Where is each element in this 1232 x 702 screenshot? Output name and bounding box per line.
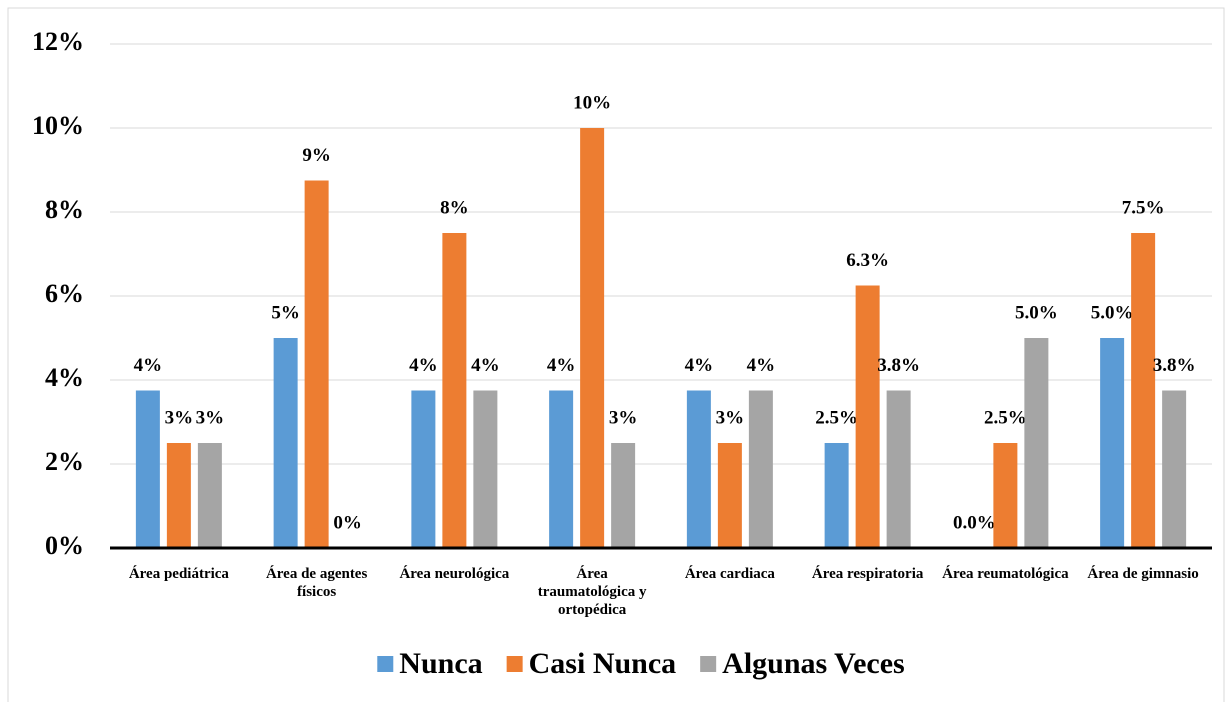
bar <box>748 390 773 548</box>
legend-swatch <box>377 656 394 672</box>
value-label: 7.5% <box>1122 197 1165 218</box>
legend-swatch <box>700 656 717 672</box>
bar <box>442 233 467 548</box>
chart-frame <box>7 7 1225 702</box>
y-tick-label: 2% <box>45 447 84 476</box>
y-tick-label: 10% <box>32 111 84 140</box>
value-label: 9% <box>302 145 331 166</box>
bar <box>273 338 298 548</box>
x-tick-label: Área respiratoria <box>811 566 924 582</box>
value-label: 4% <box>134 355 163 376</box>
legend-label: Algunas Veces <box>722 647 905 680</box>
value-label: 4% <box>547 355 576 376</box>
value-label: 3% <box>165 407 194 428</box>
value-label: 0% <box>333 512 362 533</box>
x-tick-label: Área pediátrica <box>128 566 229 582</box>
bar <box>473 390 498 548</box>
legend-label: Nunca <box>399 647 482 680</box>
value-label: 4% <box>685 355 714 376</box>
value-label: 4% <box>747 355 776 376</box>
value-label: 3% <box>716 407 745 428</box>
value-label: 3% <box>609 407 638 428</box>
y-tick-label: 8% <box>45 195 84 224</box>
value-label: 4% <box>409 355 438 376</box>
bar <box>304 180 329 548</box>
y-tick-label: 0% <box>45 531 84 560</box>
legend-swatch <box>506 656 523 672</box>
bar <box>135 390 160 548</box>
value-label: 5.0% <box>1091 302 1134 323</box>
bar <box>166 443 191 548</box>
y-tick-label: 4% <box>45 363 84 392</box>
bar <box>611 443 636 548</box>
value-label: 5.0% <box>1015 302 1058 323</box>
value-label: 10% <box>573 92 611 113</box>
value-label: 3.8% <box>877 355 920 376</box>
value-label: 2.5% <box>815 407 858 428</box>
x-tick-label: Área cardiaca <box>684 566 775 582</box>
value-label: 3% <box>196 407 225 428</box>
bar <box>886 390 911 548</box>
bar <box>1131 233 1156 548</box>
x-tick-label: Área reumatológica <box>942 566 1069 582</box>
value-label: 0.0% <box>953 512 996 533</box>
x-tick-label: Área neurológica <box>399 566 510 582</box>
y-tick-label: 6% <box>45 279 84 308</box>
value-label: 3.8% <box>1153 355 1196 376</box>
y-tick-label: 12% <box>32 27 84 56</box>
value-label: 4% <box>471 355 500 376</box>
bar <box>824 443 849 548</box>
bar <box>580 128 605 548</box>
legend-label: Casi Nunca <box>529 647 677 680</box>
value-label: 8% <box>440 197 469 218</box>
bar <box>197 443 222 548</box>
bar <box>855 285 880 548</box>
bar <box>993 443 1018 548</box>
x-tick-label: Área traumatológica y ortopédica <box>537 566 647 618</box>
bar <box>717 443 742 548</box>
bar <box>1100 338 1125 548</box>
bar <box>549 390 574 548</box>
bar <box>1024 338 1049 548</box>
bar <box>411 390 436 548</box>
value-label: 5% <box>271 302 300 323</box>
x-tick-label: Área de gimnasio <box>1087 566 1199 582</box>
bar <box>686 390 711 548</box>
value-label: 2.5% <box>984 407 1027 428</box>
x-tick-label: Área de agentes físicos <box>265 566 368 600</box>
bar <box>1162 390 1187 548</box>
value-label: 6.3% <box>846 250 889 271</box>
